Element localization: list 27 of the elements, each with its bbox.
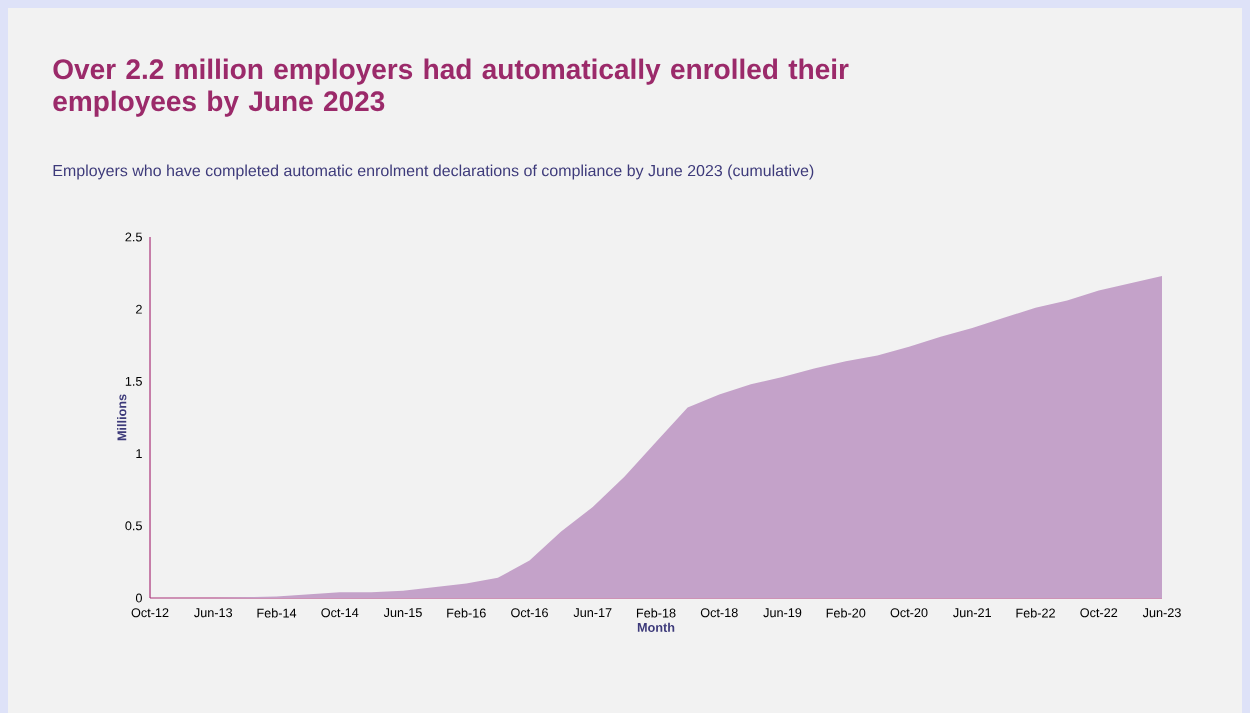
chart-subtitle: Employers who have completed automatic enrolment declarations of compliance by June 2023 (cumulative) bbox=[53, 164, 814, 180]
x-tick-label: Oct-22 bbox=[1080, 608, 1118, 618]
chart-title: Over 2.2 million employers had automatically enrolled their employees by June 2023 bbox=[53, 58, 849, 117]
x-tick-label: Jun-19 bbox=[763, 608, 802, 618]
y-tick-label: 1 bbox=[136, 449, 142, 458]
x-tick-label: Oct-12 bbox=[131, 608, 169, 618]
x-tick-label: Oct-14 bbox=[321, 608, 359, 618]
y-axis-title: Millions bbox=[117, 394, 127, 441]
y-tick-label: 0 bbox=[135, 593, 142, 603]
x-tick-label: Feb-16 bbox=[447, 608, 486, 618]
x-tick-label: Jun-13 bbox=[194, 608, 233, 618]
y-tick-label: 1.5 bbox=[125, 376, 142, 386]
x-tick-label: Jun-15 bbox=[383, 608, 422, 618]
x-tick-label: Jun-23 bbox=[1142, 608, 1181, 618]
x-tick-label: Oct-18 bbox=[700, 608, 738, 618]
x-tick-label: Jun-17 bbox=[573, 608, 612, 618]
x-tick-label: Feb-20 bbox=[826, 608, 866, 618]
y-tick-label: 2 bbox=[136, 304, 142, 314]
x-axis-title: Month bbox=[637, 622, 675, 632]
x-tick-label: Feb-14 bbox=[257, 608, 297, 618]
x-tick-label: Oct-20 bbox=[890, 608, 928, 618]
x-tick-label: Oct-16 bbox=[511, 608, 548, 618]
x-tick-label: Jun-21 bbox=[953, 608, 991, 618]
x-tick-label: Feb-18 bbox=[636, 608, 676, 618]
y-tick-label: 2.5 bbox=[125, 232, 142, 242]
x-tick-label: Feb-22 bbox=[1016, 608, 1055, 618]
y-tick-label: 0.5 bbox=[125, 521, 142, 531]
